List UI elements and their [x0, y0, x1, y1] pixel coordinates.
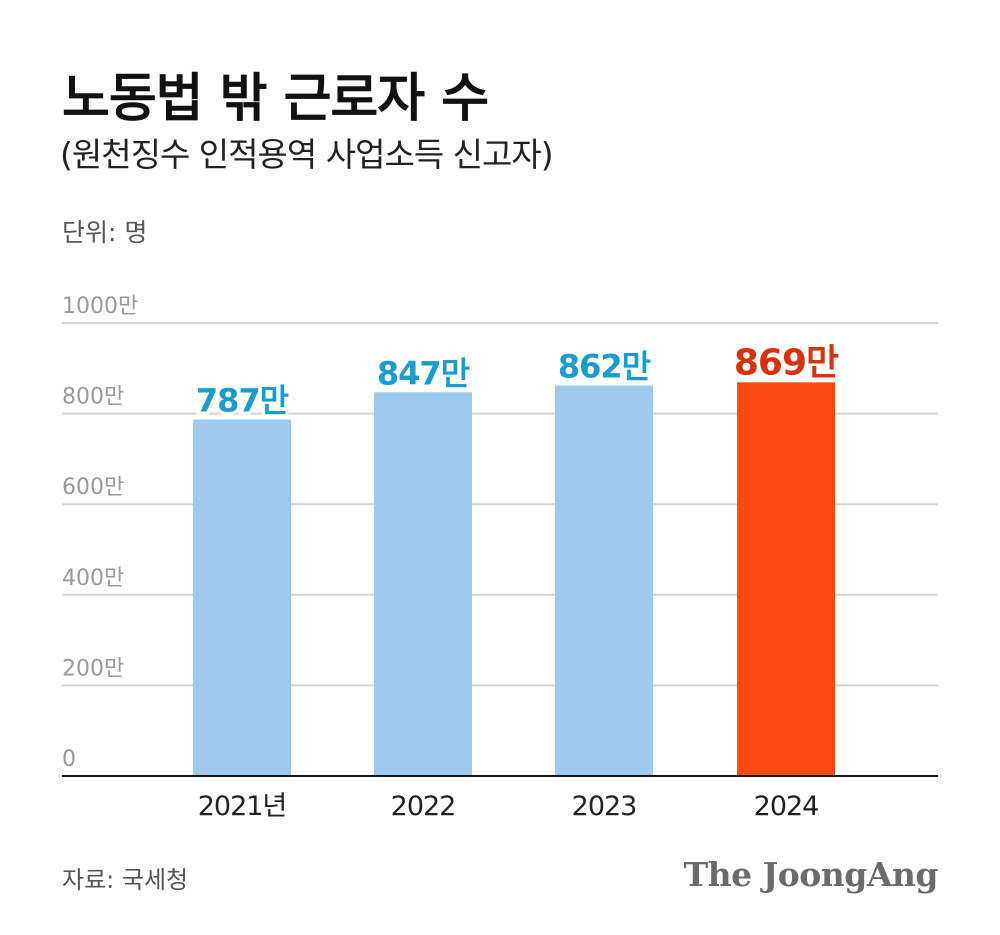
- x-tick-label-2: 2023: [572, 791, 637, 822]
- data-label-0: 787만: [196, 381, 289, 419]
- source-note: 자료: 국세청: [62, 866, 189, 894]
- bar-2: [555, 385, 653, 776]
- publisher-logo: The JoongAng: [683, 855, 939, 894]
- x-axis-ticks: 2021년 2022 2023 2024: [198, 791, 820, 822]
- chart-subtitle: (원천징수 인적용역 사업소득 신고자): [60, 135, 554, 174]
- data-label-2: 862만: [558, 348, 651, 386]
- y-tick-label: 0: [62, 747, 76, 772]
- unit-label: 단위: 명: [62, 218, 148, 247]
- data-label-3: 869만: [734, 342, 839, 383]
- chart-title: 노동법 밖 근로자 수: [62, 69, 489, 129]
- y-tick-label: 400만: [62, 566, 124, 591]
- y-tick-label: 800만: [62, 385, 124, 410]
- bar-3: [737, 382, 835, 776]
- bar-0: [193, 419, 291, 776]
- bars: [193, 382, 835, 776]
- x-tick-label-1: 2022: [391, 791, 456, 822]
- x-tick-label-3: 2024: [754, 791, 819, 822]
- bar-1: [374, 392, 472, 776]
- data-labels: 787만 847만 862만 869만: [193, 339, 843, 422]
- y-tick-label: 600만: [62, 475, 124, 500]
- y-tick-label: 200만: [62, 656, 124, 681]
- x-tick-label-0: 2021년: [198, 791, 287, 822]
- y-tick-label: 1000만: [62, 294, 138, 319]
- y-axis-ticks: 0 200만 400만 600만 800만 1000만: [62, 294, 138, 772]
- data-label-1: 847만: [377, 354, 470, 392]
